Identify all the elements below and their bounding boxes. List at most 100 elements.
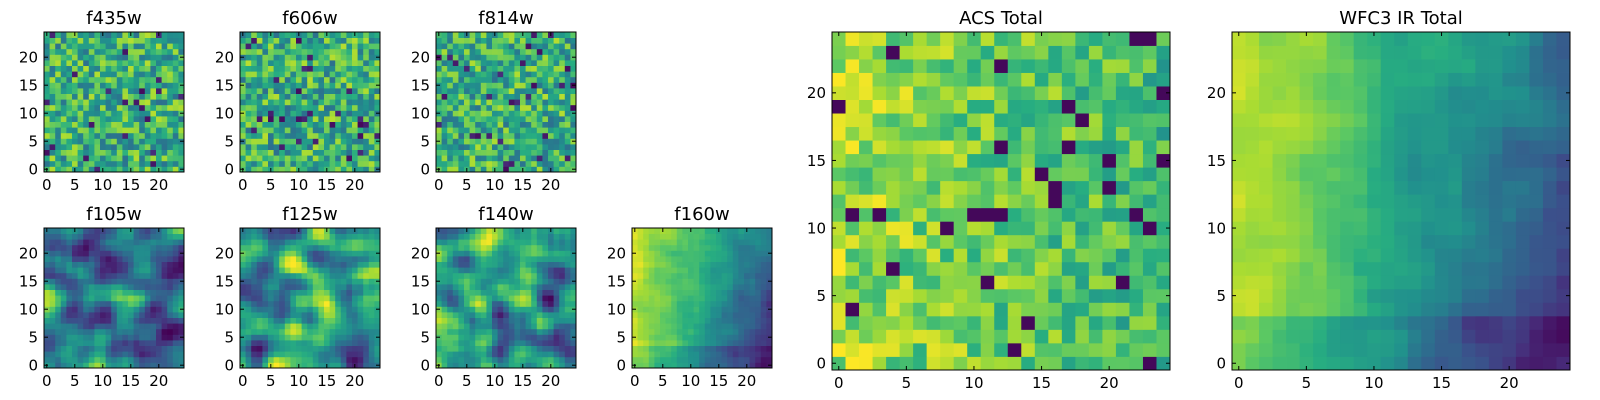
- heatmap-cell: [458, 43, 465, 50]
- heatmap-cell: [251, 340, 258, 346]
- heatmap-cell: [352, 244, 358, 251]
- heatmap-cell: [340, 284, 347, 290]
- heatmap-cell: [553, 284, 560, 290]
- heatmap-cell: [128, 155, 134, 162]
- heatmap-cell: [329, 334, 336, 341]
- heatmap-cell: [352, 149, 358, 156]
- heatmap-cell: [172, 121, 179, 128]
- heatmap-cell: [262, 267, 269, 274]
- heatmap-cell: [279, 48, 286, 55]
- heatmap-cell: [329, 340, 336, 346]
- heatmap-cell: [1048, 167, 1063, 182]
- heatmap-cell: [469, 306, 476, 313]
- heatmap-cell: [60, 82, 67, 89]
- heatmap-cell: [161, 93, 168, 100]
- heatmap-cell: [447, 149, 454, 156]
- heatmap-cell: [536, 132, 543, 139]
- heatmap-cell: [178, 323, 185, 330]
- heatmap-cell: [111, 93, 118, 100]
- heatmap-cell: [116, 312, 123, 318]
- heatmap-cell: [492, 289, 498, 296]
- heatmap-cell: [660, 284, 666, 290]
- heatmap-cell: [475, 65, 482, 72]
- heatmap-cell: [458, 289, 465, 296]
- heatmap-cell: [564, 272, 571, 279]
- heatmap-cell: [133, 244, 140, 251]
- heatmap-cell: [161, 362, 168, 369]
- heatmap-cell: [570, 244, 577, 251]
- heatmap-cell: [643, 233, 650, 240]
- heatmap-cell: [464, 317, 470, 324]
- heatmap-cell: [94, 116, 101, 122]
- heatmap-cell: [329, 295, 336, 302]
- heatmap-cell: [256, 116, 263, 122]
- heatmap-cell: [447, 278, 454, 285]
- heatmap-cell: [899, 234, 914, 249]
- heatmap-cell: [682, 362, 689, 369]
- heatmap-cell: [475, 138, 482, 145]
- heatmap-cell: [475, 37, 482, 44]
- heatmap-cell: [559, 239, 566, 246]
- heatmap-cell: [458, 110, 465, 117]
- heatmap-cell: [262, 244, 269, 251]
- heatmap-cell: [251, 362, 258, 369]
- heatmap-cell: [273, 155, 280, 162]
- heatmap-cell: [256, 43, 263, 50]
- heatmap-cell: [531, 132, 538, 139]
- heatmap-cell: [49, 328, 56, 335]
- heatmap-cell: [553, 340, 560, 346]
- heatmap-cell: [100, 356, 106, 363]
- heatmap-cell: [1156, 194, 1171, 209]
- x-tick-label: 20: [345, 176, 364, 194]
- heatmap-cell: [77, 116, 84, 122]
- heatmap-cell: [1088, 329, 1103, 344]
- heatmap-cell: [335, 345, 342, 352]
- heatmap-cell: [1142, 342, 1157, 357]
- heatmap-cell: [251, 121, 258, 128]
- heatmap-cell: [273, 272, 280, 279]
- heatmap-cell: [357, 244, 364, 251]
- heatmap-cell: [486, 155, 493, 162]
- heatmap-cell: [150, 76, 157, 83]
- heatmap-cell: [508, 250, 515, 257]
- heatmap-cell: [352, 239, 358, 246]
- heatmap-cell: [671, 261, 678, 268]
- heatmap-cell: [83, 323, 90, 330]
- heatmap-cell: [548, 340, 554, 346]
- heatmap-cell: [475, 345, 482, 352]
- heatmap-cell: [464, 284, 470, 290]
- heatmap-cell: [452, 37, 459, 44]
- heatmap-cell: [452, 278, 459, 285]
- heatmap-cell: [290, 278, 297, 285]
- heatmap-cell: [273, 93, 280, 100]
- heatmap-cell: [441, 356, 448, 363]
- heatmap-cell: [452, 149, 459, 156]
- heatmap-cell: [116, 228, 123, 234]
- heatmap-cell: [721, 351, 728, 358]
- heatmap-cell: [520, 48, 526, 55]
- heatmap-cell: [66, 256, 73, 262]
- heatmap-cell: [105, 340, 112, 346]
- heatmap-cell: [1048, 207, 1063, 222]
- heatmap-cell: [760, 250, 767, 257]
- heatmap-cell: [514, 37, 521, 44]
- heatmap-cell: [520, 272, 526, 279]
- heatmap-cell: [60, 160, 67, 167]
- heatmap-cell: [452, 295, 459, 302]
- heatmap-cell: [150, 233, 157, 240]
- heatmap-cell: [559, 71, 566, 78]
- heatmap-cell: [290, 351, 297, 358]
- heatmap-cell: [111, 278, 118, 285]
- heatmap-cell: [111, 351, 118, 358]
- heatmap-cell: [716, 261, 722, 268]
- heatmap-cell: [122, 65, 129, 72]
- heatmap-cell: [94, 88, 101, 94]
- heatmap-cell: [441, 144, 448, 150]
- heatmap-cell: [335, 306, 342, 313]
- heatmap-cell: [94, 166, 101, 173]
- heatmap-cell: [886, 261, 900, 276]
- heatmap-cell: [111, 88, 118, 94]
- heatmap-cell: [105, 295, 112, 302]
- heatmap-cell: [116, 144, 123, 150]
- heatmap-cell: [1048, 288, 1063, 303]
